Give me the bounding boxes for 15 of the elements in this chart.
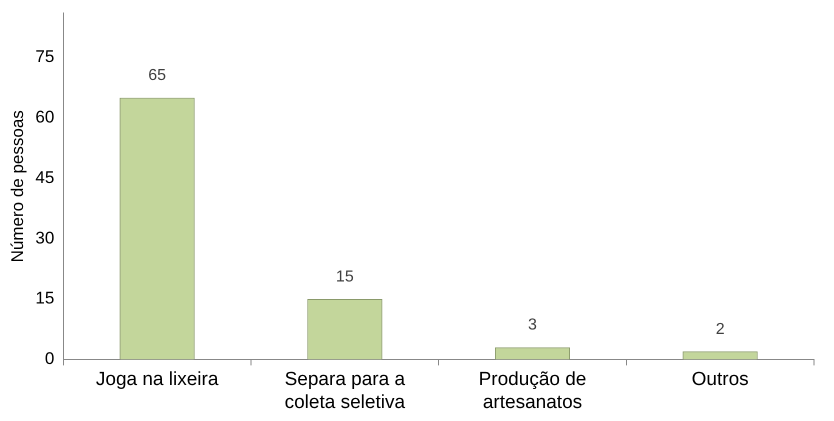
x-tick-label: Separa para a coleta seletiva xyxy=(284,369,406,413)
y-axis-title: Número de pessoas xyxy=(8,110,27,262)
data-label: 65 xyxy=(148,67,166,84)
data-label: 2 xyxy=(716,320,725,338)
y-tick-label: 60 xyxy=(35,108,54,127)
y-tick-label: 75 xyxy=(35,47,54,66)
data-label: 3 xyxy=(528,316,538,334)
x-tick-label: Produção de artesanatos xyxy=(478,369,586,413)
y-tick-label: 45 xyxy=(35,168,54,187)
data-label: 15 xyxy=(336,268,354,286)
y-tick-label: 0 xyxy=(44,349,54,368)
x-tick-label: Outros xyxy=(692,369,749,390)
y-tick-label: 30 xyxy=(35,228,54,248)
y-tick-label: 15 xyxy=(35,288,54,308)
x-tick-label: Joga na lixeira xyxy=(96,369,219,390)
